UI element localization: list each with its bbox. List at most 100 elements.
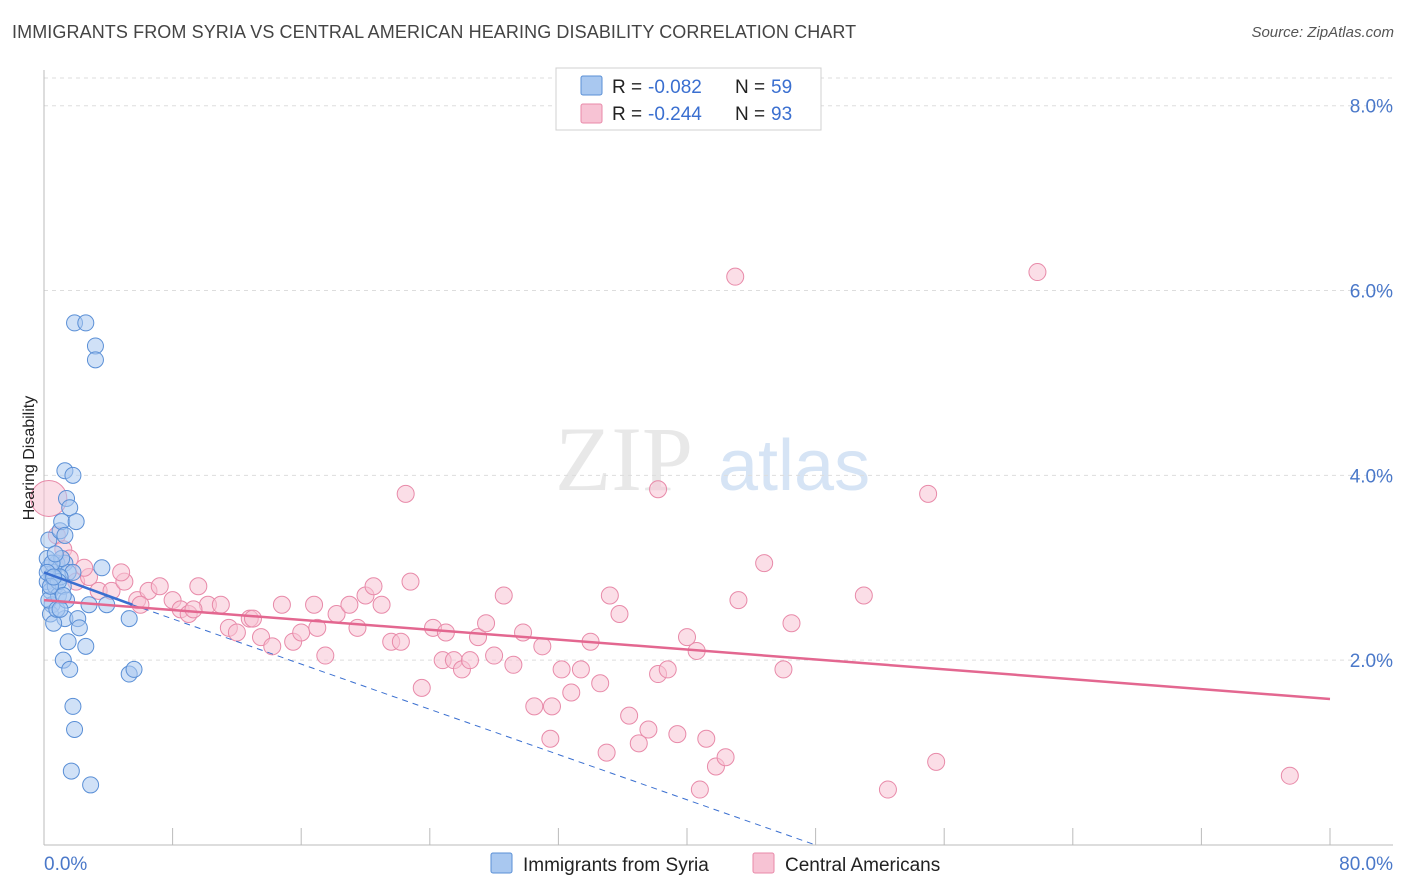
central-americans-point (878, 780, 897, 799)
central-americans-point (782, 614, 801, 633)
legend-ca-label: Central Americans (785, 855, 940, 876)
syria-point (70, 619, 88, 637)
central-americans-point (668, 725, 687, 744)
syria-point (66, 720, 84, 738)
central-americans-point (774, 660, 793, 679)
central-americans-point (477, 614, 496, 633)
trend-lines (43, 571, 1331, 846)
central-americans-point (305, 595, 324, 614)
central-americans-points (30, 263, 1299, 799)
central-americans-point (263, 637, 282, 656)
syria-point (77, 314, 95, 332)
ca-r-value: -0.244 (648, 104, 702, 125)
syria-point (77, 637, 95, 655)
y-axis-label: Hearing Disability (21, 396, 38, 521)
central-americans-point (211, 595, 230, 614)
syria-point (93, 559, 111, 577)
syria-point (64, 697, 82, 715)
syria-point (86, 351, 104, 369)
central-americans-point (552, 660, 571, 679)
central-americans-point (541, 729, 560, 748)
series-legend: Immigrants from Syria Central Americans (490, 852, 940, 876)
central-americans-point (533, 637, 552, 656)
central-americans-point (690, 780, 709, 799)
ca-n-value: 93 (771, 104, 792, 125)
central-americans-point (927, 752, 946, 771)
central-americans-point (629, 734, 648, 753)
central-americans-point (494, 586, 513, 605)
central-americans-point (364, 577, 383, 596)
central-americans-point (697, 729, 716, 748)
syria-point (59, 633, 77, 651)
syria-point (67, 513, 85, 531)
syria-point (62, 762, 80, 780)
watermark-atlas: atlas (718, 426, 870, 506)
y-tick-label: 8.0% (1350, 97, 1393, 118)
central-americans-point (854, 586, 873, 605)
central-americans-point (610, 604, 629, 623)
syria-legend-swatch (580, 75, 603, 96)
central-americans-point (184, 600, 203, 619)
central-americans-point (150, 577, 169, 596)
chart-title: IMMIGRANTS FROM SYRIA VS CENTRAL AMERICA… (12, 22, 857, 42)
central-americans-point (542, 697, 561, 716)
y-tick-label: 2.0% (1350, 651, 1393, 672)
watermark-zip: ZIP (555, 408, 693, 510)
x-ticks (43, 828, 1331, 845)
syria-point (51, 600, 69, 618)
central-americans-point (189, 577, 208, 596)
central-americans-point (919, 484, 938, 503)
central-americans-point (308, 618, 327, 637)
central-americans-point (649, 480, 668, 499)
central-americans-point (639, 720, 658, 739)
syria-n-value: 59 (771, 77, 792, 98)
source-label: Source: ZipAtlas.com (1251, 24, 1394, 41)
central-americans-point (243, 609, 262, 628)
ca-legend-swatch (580, 103, 603, 124)
stats-legend: R = -0.082 N = 59 R = -0.244 N = 93 (555, 67, 822, 131)
central-americans-point (396, 484, 415, 503)
ca-n-label: N = (735, 104, 765, 125)
central-americans-point (620, 706, 639, 725)
legend-syria-swatch (490, 852, 513, 874)
syria-points (38, 314, 143, 794)
central-americans-point (591, 674, 610, 693)
central-americans-point (460, 651, 479, 670)
central-americans-point (600, 586, 619, 605)
central-americans-point (372, 595, 391, 614)
central-americans-point (729, 591, 748, 610)
central-americans-point (504, 655, 523, 674)
central-americans-point (658, 660, 677, 679)
central-americans-point (597, 743, 616, 762)
central-americans-point (525, 697, 544, 716)
central-americans-point (227, 623, 246, 642)
syria-point (61, 499, 79, 517)
central-americans-point (571, 660, 590, 679)
syria-n-label: N = (735, 77, 765, 98)
x-tick-label-max: 80.0% (1339, 854, 1393, 875)
central-americans-point (726, 267, 745, 286)
central-americans-point (348, 618, 367, 637)
syria-r-value: -0.082 (648, 77, 702, 98)
central-americans-point (678, 628, 696, 647)
syria-point (125, 660, 143, 678)
syria-point (40, 531, 58, 549)
y-tick-label: 4.0% (1350, 466, 1393, 487)
y-tick-labels: 2.0% 4.0% 6.0% 8.0% (1350, 97, 1393, 672)
central-americans-point (272, 595, 291, 614)
legend-syria-label: Immigrants from Syria (523, 855, 709, 876)
central-americans-point (485, 646, 504, 665)
central-americans-point (1280, 766, 1299, 785)
central-americans-point (292, 623, 311, 642)
central-americans-point (340, 595, 359, 614)
syria-point (46, 545, 64, 563)
central-americans-point (412, 678, 431, 697)
y-tick-label: 6.0% (1350, 282, 1393, 303)
central-americans-point (316, 646, 335, 665)
central-americans-point (391, 632, 410, 651)
axes (43, 70, 1393, 846)
central-americans-point (401, 572, 420, 591)
syria-trend-line (43, 571, 133, 606)
legend-ca-swatch (752, 852, 775, 874)
